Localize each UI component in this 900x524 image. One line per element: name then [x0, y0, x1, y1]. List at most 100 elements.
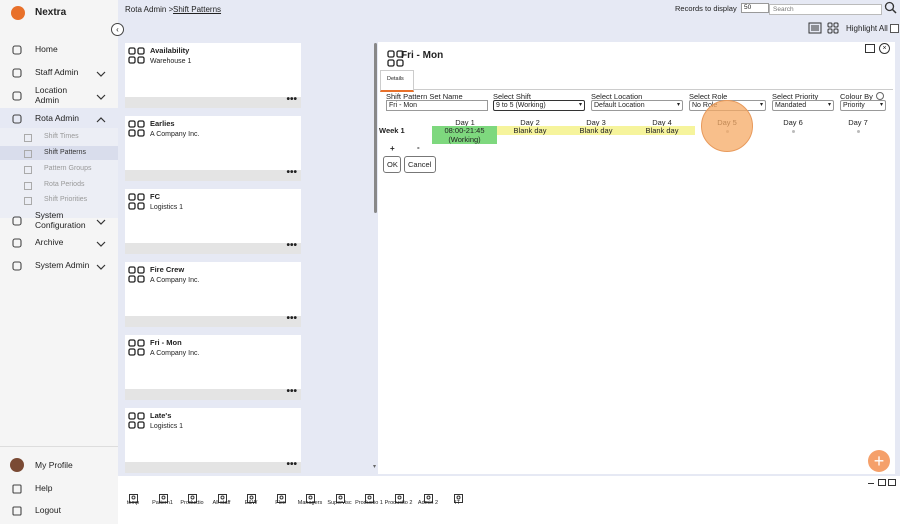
remove-week[interactable]: -: [417, 143, 420, 152]
nav-icon-svg: [12, 114, 22, 124]
submenu-item[interactable]: Shift Patterns: [44, 149, 87, 156]
field-label: Colour By: [840, 92, 873, 101]
card-menu[interactable]: •••: [286, 240, 297, 251]
week-label: Week 1: [379, 126, 405, 135]
field-label: Select Role: [689, 92, 728, 101]
tab-label[interactable]: Supervisc: [327, 500, 352, 506]
nav-item[interactable]: Archive: [35, 237, 64, 247]
tab-icon: [453, 490, 463, 508]
list-view-icon[interactable]: [808, 22, 822, 34]
pattern-card[interactable]: Availability Warehouse 1 •••: [125, 43, 301, 108]
chevron-up-svg: [96, 117, 106, 123]
add-week[interactable]: +: [390, 144, 395, 153]
tab-label[interactable]: Productio 2: [384, 500, 413, 506]
blank-cell[interactable]: Blank day: [497, 126, 563, 135]
submenu-item[interactable]: Shift Priorities: [44, 196, 88, 203]
tab[interactable]: [380, 70, 414, 92]
minimize-icon[interactable]: [868, 483, 874, 484]
text-input[interactable]: Fri - Mon: [386, 100, 488, 111]
footer-icon: [11, 504, 23, 522]
pattern-card[interactable]: FC Logistics 1 •••: [125, 189, 301, 254]
maximize-icon[interactable]: [888, 479, 896, 486]
field-value: Fri - Mon: [389, 102, 417, 109]
collapse-button[interactable]: ‹: [111, 23, 124, 36]
search-icon[interactable]: [884, 1, 897, 14]
footer-nav-item[interactable]: My Profile: [35, 460, 73, 470]
select-box[interactable]: 9 to 5 (Working) ▾: [493, 100, 585, 111]
nav-item[interactable]: System Configuration: [35, 210, 86, 230]
pattern-card[interactable]: Late's Logistics 1 •••: [125, 408, 301, 473]
scroll-arrow: ▾: [373, 464, 377, 470]
nav-item[interactable]: Staff Admin: [35, 67, 79, 77]
card-menu[interactable]: •••: [286, 94, 297, 105]
card-menu[interactable]: •••: [286, 386, 297, 397]
detail-panel: Fri - Mon × Details Shift Pattern Set Name F…: [373, 42, 895, 474]
close-button[interactable]: ×: [879, 43, 890, 54]
nav-icon-svg: [12, 216, 22, 226]
select-arrow: ▾: [759, 102, 763, 108]
working-cell[interactable]: 08:00-21:45 (Working): [432, 126, 497, 144]
cell-text: Blank day: [645, 126, 679, 135]
tab-label[interactable]: Managers: [297, 500, 323, 506]
chevron-up: [95, 113, 107, 131]
nav-item[interactable]: Location Admin: [35, 85, 68, 105]
nav-item[interactable]: System Admin: [35, 260, 90, 270]
select-box[interactable]: Mandated ▾: [772, 100, 834, 111]
tab-label[interactable]: Flex: [275, 500, 286, 506]
submenu-item[interactable]: Rota Periods: [44, 181, 85, 188]
search-input[interactable]: Search: [769, 4, 882, 15]
card-list: Availability Warehouse 1 ••• Earlies A Compa…: [125, 43, 302, 474]
window-button[interactable]: [865, 44, 875, 53]
nav-item[interactable]: Rota Admin: [35, 113, 79, 123]
avatar: [10, 458, 24, 472]
divider: [0, 446, 118, 447]
grid-view-icon[interactable]: [827, 22, 839, 34]
tab-label[interactable]: All staff: [212, 500, 231, 506]
card-title: Fri - Mon: [150, 338, 182, 347]
tab-label[interactable]: temp: [126, 500, 140, 506]
footer-nav-item[interactable]: Help: [35, 483, 53, 493]
tab-label[interactable]: Admin 2: [417, 500, 439, 506]
card-icon: [128, 193, 146, 216]
tab-label[interactable]: Productio: [180, 500, 204, 506]
card-menu[interactable]: •••: [286, 313, 297, 324]
cancel-button[interactable]: Cancel: [404, 156, 436, 173]
card-icon-svg: [128, 412, 145, 429]
blank-cell[interactable]: Blank day: [563, 126, 629, 135]
card-footer: •••: [125, 313, 301, 327]
submenu-item[interactable]: Shift Times: [44, 133, 79, 140]
tab-label[interactable]: IT: [455, 500, 460, 506]
tab-icon-svg: [394, 494, 404, 503]
tab-icon-svg: [335, 494, 345, 503]
submenu-item[interactable]: Pattern Groups: [44, 165, 92, 172]
card-menu[interactable]: •••: [286, 459, 297, 470]
chevron-down-svg: [96, 71, 106, 77]
nav-item[interactable]: Home: [35, 44, 58, 54]
select-box[interactable]: Priority ▾: [840, 100, 886, 111]
pattern-card[interactable]: Earlies A Company Inc. •••: [125, 116, 301, 181]
card-menu[interactable]: •••: [286, 167, 297, 178]
card-footer: •••: [125, 167, 301, 181]
tab-label[interactable]: E&W: [244, 500, 258, 506]
records-input[interactable]: 50: [741, 3, 769, 13]
cell-text: 08:00-21:45 (Working): [444, 126, 485, 144]
pattern-card[interactable]: Fire Crew A Company Inc. •••: [125, 262, 301, 327]
highlight-checkbox[interactable]: [890, 24, 899, 33]
select-box[interactable]: Default Location ▾: [591, 100, 683, 111]
fab-button[interactable]: +: [868, 450, 890, 472]
tab-label[interactable]: Productio 1: [355, 500, 383, 506]
restore-icon[interactable]: [878, 479, 886, 486]
chevron-down-svg: [96, 219, 106, 225]
footer-nav-item[interactable]: Logout: [35, 505, 61, 515]
tab-icon-svg: [158, 494, 168, 503]
tab-label[interactable]: Details: [387, 76, 404, 82]
blank-cell[interactable]: Blank day: [629, 126, 695, 135]
ok-button[interactable]: OK: [383, 156, 401, 173]
pattern-card[interactable]: Fri - Mon A Company Inc. •••: [125, 335, 301, 400]
field-value: No Role: [692, 102, 718, 109]
submenu-icon: [24, 166, 32, 174]
tab-label[interactable]: Pattern1: [152, 500, 173, 506]
breadcrumb-current[interactable]: Shift Patterns: [173, 5, 222, 14]
chevron-down: [95, 260, 107, 278]
